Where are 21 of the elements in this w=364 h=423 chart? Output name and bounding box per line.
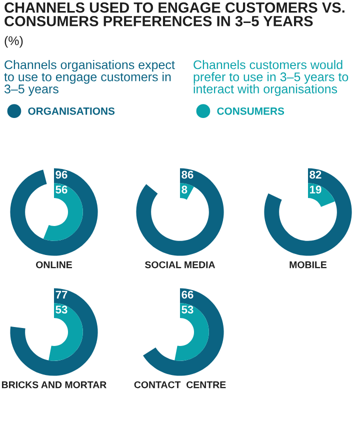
data-label: 19 <box>310 186 322 194</box>
data-label: 8 <box>182 186 188 194</box>
legend-label: CONSUMERS <box>217 107 284 115</box>
data-label: 66 <box>182 290 194 299</box>
data-label: 86 <box>182 170 194 179</box>
category-label: ONLINE <box>36 261 72 268</box>
legend-label: ORGANISATIONS <box>28 107 115 115</box>
text: Channels organisations expect to use to engage customers in 3–5 years <box>4 60 175 96</box>
text: Channels customers would prefer to use in 3–5 years to interact with organisations <box>194 60 348 96</box>
category-label: BRICKS AND MORTAR <box>2 381 106 388</box>
category-label: CONTACT CENTRE <box>134 381 226 388</box>
text: (%) <box>4 36 23 48</box>
data-label: 53 <box>56 306 68 314</box>
data-label: 96 <box>56 170 68 179</box>
data-label: 82 <box>310 170 322 179</box>
category-label: SOCIAL MEDIA <box>144 261 216 268</box>
data-label: 56 <box>56 186 68 194</box>
data-label: 77 <box>56 290 68 299</box>
category-label: MOBILE <box>290 261 327 268</box>
text: CHANNELS USED TO ENGAGE CUSTOMERS VS. CONSUMERS PREFERENCES IN 3–5 YEARS <box>4 2 344 26</box>
data-label: 53 <box>182 306 194 314</box>
